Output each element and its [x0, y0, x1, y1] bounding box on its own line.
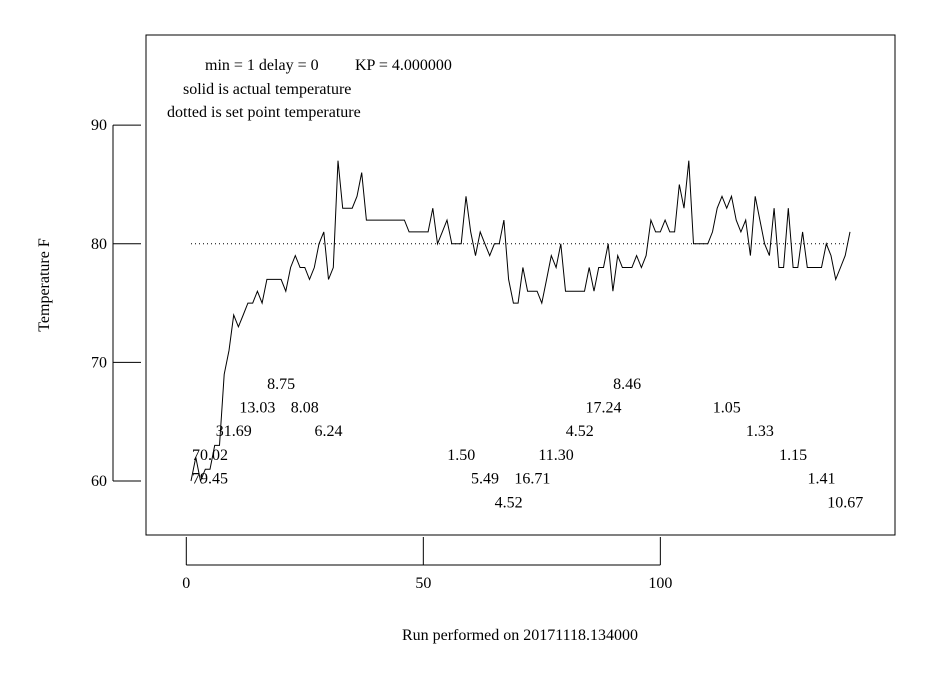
note-dotted-legend: dotted is set point temperature — [167, 104, 361, 121]
data-annotation: 6.24 — [315, 423, 343, 440]
data-annotation: 17.24 — [585, 399, 621, 416]
data-annotation: 5.49 — [471, 471, 499, 488]
data-annotation: 1.33 — [746, 423, 774, 440]
note-kp: KP = 4.000000 — [355, 57, 452, 74]
y-tick-label: 60 — [91, 473, 107, 490]
data-annotation: 13.03 — [239, 399, 275, 416]
data-annotation: 31.69 — [216, 423, 252, 440]
data-annotation: 8.08 — [291, 399, 319, 416]
data-annotation: 1.15 — [779, 447, 807, 464]
data-annotation: 1.41 — [808, 471, 836, 488]
data-annotation: 1.50 — [447, 447, 475, 464]
series-group — [190, 160, 851, 483]
actual-temperature-line — [190, 160, 851, 483]
x-tick-label: 100 — [648, 575, 672, 592]
x-axis-label: Run performed on 20171118.134000 — [402, 627, 638, 644]
data-annotation: 4.52 — [495, 494, 523, 511]
data-annotation: 4.52 — [566, 423, 594, 440]
annotations-group: 8.75 13.03 8.08 31.69 6.24 70.02 79.45 1.50 5.49… — [192, 376, 863, 512]
data-annotation: 79.45 — [192, 471, 228, 488]
data-annotation: 1.05 — [713, 399, 741, 416]
data-annotation: 16.71 — [514, 471, 550, 488]
data-annotation: 10.67 — [827, 494, 863, 511]
note-params: min = 1 delay = 0 — [205, 57, 319, 74]
x-tick-label: 0 — [182, 575, 190, 592]
plot-frame — [145, 34, 896, 536]
y-tick-label: 80 — [91, 236, 107, 253]
y-axis-label: Temperature F — [36, 238, 53, 332]
data-annotation: 70.02 — [192, 447, 228, 464]
y-tick-label: 90 — [91, 117, 107, 134]
axes: 60 70 80 90 0 50 100 — [91, 117, 672, 592]
data-annotation: 11.30 — [538, 447, 573, 464]
y-tick-label: 70 — [91, 354, 107, 371]
data-annotation: 8.46 — [613, 376, 641, 393]
note-solid-legend: solid is actual temperature — [183, 81, 351, 98]
x-tick-label: 50 — [415, 575, 431, 592]
data-annotation: 8.75 — [267, 376, 295, 393]
